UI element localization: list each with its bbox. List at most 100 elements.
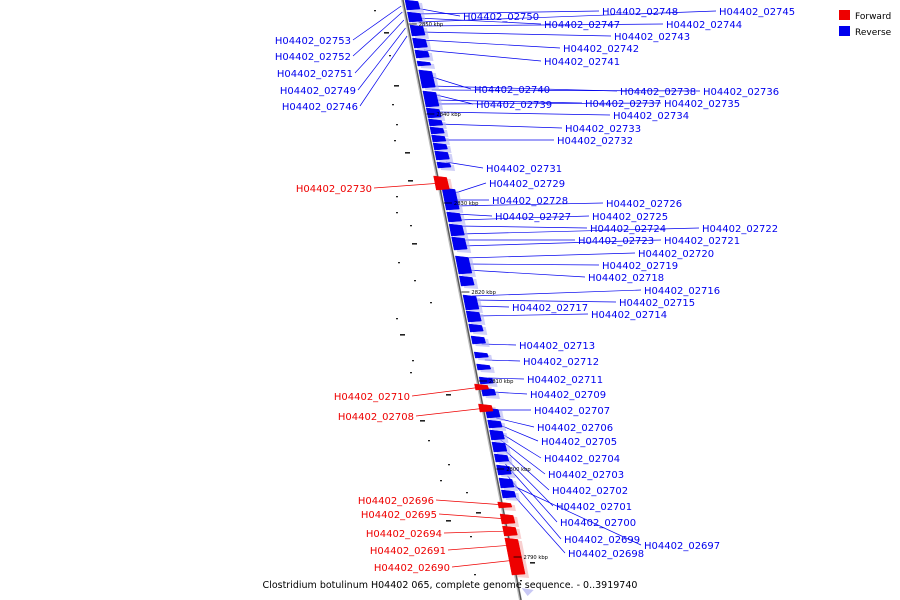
gene-label[interactable]: H04402_02750 — [463, 12, 539, 23]
gene-label[interactable]: H04402_02747 — [544, 20, 620, 31]
gene-label[interactable]: H04402_02698 — [568, 549, 644, 560]
gene-label[interactable]: H04402_02745 — [719, 7, 795, 18]
reverse-gene-feature[interactable] — [434, 150, 450, 161]
reverse-gene-feature[interactable] — [487, 419, 503, 429]
forward-gene-feature[interactable] — [502, 525, 518, 537]
gene-label[interactable]: H04402_02748 — [602, 7, 678, 18]
gene-label[interactable]: H04402_02727 — [495, 212, 571, 223]
gene-label[interactable]: H04402_02690 — [374, 563, 450, 574]
reverse-gene-feature[interactable] — [501, 489, 517, 499]
reverse-gene-feature[interactable] — [418, 69, 436, 89]
gene-label[interactable]: H04402_02706 — [537, 423, 613, 434]
gene-label[interactable]: H04402_02715 — [619, 298, 695, 309]
reverse-gene-feature[interactable] — [470, 335, 486, 345]
gene-label[interactable]: H04402_02712 — [523, 357, 599, 368]
reverse-gene-feature[interactable] — [436, 161, 452, 169]
gene-label[interactable]: H04402_02737 — [585, 99, 661, 110]
gene-label[interactable]: H04402_02718 — [588, 273, 664, 284]
gene-label[interactable]: H04402_02740 — [474, 85, 550, 96]
reverse-gene-feature[interactable] — [404, 0, 421, 11]
reverse-gene-feature[interactable] — [446, 211, 462, 223]
forward-gene-feature[interactable] — [474, 383, 490, 391]
reverse-gene-feature[interactable] — [468, 323, 484, 333]
gene-label[interactable]: H04402_02741 — [544, 57, 620, 68]
reverse-gene-feature[interactable] — [489, 429, 505, 441]
gene-label[interactable]: H04402_02738 — [620, 87, 696, 98]
gene-label[interactable]: H04402_02742 — [563, 44, 639, 55]
reverse-gene-feature[interactable] — [429, 126, 445, 135]
gene-label[interactable]: H04402_02707 — [534, 406, 610, 417]
gene-label[interactable]: H04402_02722 — [702, 224, 778, 235]
gene-label[interactable]: H04402_02708 — [338, 412, 414, 423]
gene-label[interactable]: H04402_02694 — [366, 529, 442, 540]
gene-label[interactable]: H04402_02735 — [664, 99, 740, 110]
gene-label[interactable]: H04402_02726 — [606, 199, 682, 210]
gene-label[interactable]: H04402_02697 — [644, 541, 720, 552]
gene-label[interactable]: H04402_02751 — [277, 69, 353, 80]
gene-label[interactable]: H04402_02724 — [590, 224, 666, 235]
reverse-gene-feature[interactable] — [491, 441, 508, 453]
gene-label[interactable]: H04402_02739 — [476, 100, 552, 111]
reverse-gene-feature[interactable] — [476, 363, 492, 371]
gene-label[interactable]: H04402_02696 — [358, 496, 434, 507]
forward-gene-feature[interactable] — [497, 501, 513, 509]
reverse-gene-feature[interactable] — [473, 351, 489, 359]
gene-label[interactable]: H04402_02695 — [361, 510, 437, 521]
gene-label[interactable]: H04402_02700 — [560, 518, 636, 529]
reverse-gene-feature[interactable] — [407, 11, 423, 23]
reverse-gene-feature[interactable] — [425, 107, 442, 119]
reverse-gene-feature[interactable] — [431, 134, 447, 143]
reverse-gene-feature[interactable] — [409, 24, 426, 37]
reverse-gene-feature[interactable] — [432, 142, 448, 151]
reverse-gene-feature[interactable] — [448, 223, 465, 237]
gene-label[interactable]: H04402_02744 — [666, 20, 742, 31]
reverse-gene-feature[interactable] — [496, 464, 512, 476]
forward-gene-feature[interactable] — [499, 513, 516, 525]
gene-label[interactable]: H04402_02701 — [556, 502, 632, 513]
reverse-gene-feature[interactable] — [462, 294, 480, 311]
gene-label[interactable]: H04402_02731 — [486, 164, 562, 175]
gene-label[interactable]: H04402_02725 — [592, 212, 668, 223]
reverse-gene-feature[interactable] — [478, 376, 494, 385]
forward-gene-feature[interactable] — [478, 403, 494, 413]
reverse-gene-feature[interactable] — [498, 477, 515, 489]
reverse-gene-feature[interactable] — [428, 118, 444, 127]
forward-gene-feature[interactable] — [504, 537, 526, 576]
gene-label[interactable]: H04402_02736 — [703, 87, 779, 98]
reverse-gene-feature[interactable] — [458, 275, 475, 287]
gene-label[interactable]: H04402_02752 — [275, 52, 351, 63]
reverse-gene-feature[interactable] — [422, 90, 440, 108]
reverse-gene-feature[interactable] — [493, 453, 510, 463]
reverse-gene-feature[interactable] — [455, 255, 473, 275]
gene-label[interactable]: H04402_02719 — [602, 261, 678, 272]
gene-label[interactable]: H04402_02734 — [613, 111, 689, 122]
gene-label[interactable]: H04402_02720 — [638, 249, 714, 260]
reverse-gene-feature[interactable] — [480, 387, 497, 397]
gene-label[interactable]: H04402_02729 — [489, 179, 565, 190]
gene-label[interactable]: H04402_02711 — [527, 375, 603, 386]
forward-gene-feature[interactable] — [433, 175, 450, 191]
reverse-gene-feature[interactable] — [416, 60, 432, 67]
gene-label[interactable]: H04402_02753 — [275, 36, 351, 47]
gene-label[interactable]: H04402_02713 — [519, 341, 595, 352]
gene-label[interactable]: H04402_02721 — [664, 236, 740, 247]
gene-label[interactable]: H04402_02716 — [644, 286, 720, 297]
gene-label[interactable]: H04402_02730 — [296, 184, 372, 195]
reverse-gene-feature[interactable] — [412, 37, 428, 49]
reverse-gene-feature[interactable] — [465, 310, 482, 323]
gene-label[interactable]: H04402_02691 — [370, 546, 446, 557]
gene-label[interactable]: H04402_02703 — [548, 470, 624, 481]
gene-label[interactable]: H04402_02699 — [564, 535, 640, 546]
gene-label[interactable]: H04402_02710 — [334, 392, 410, 403]
gene-label[interactable]: H04402_02746 — [282, 102, 358, 113]
reverse-gene-feature[interactable] — [451, 236, 468, 251]
gene-label[interactable]: H04402_02743 — [614, 32, 690, 43]
gene-label[interactable]: H04402_02709 — [530, 390, 606, 401]
gene-label[interactable]: H04402_02733 — [565, 124, 641, 135]
gene-label[interactable]: H04402_02723 — [578, 236, 654, 247]
gene-label[interactable]: H04402_02714 — [591, 310, 667, 321]
gene-label[interactable]: H04402_02702 — [552, 486, 628, 497]
gene-label[interactable]: H04402_02705 — [541, 437, 617, 448]
gene-label[interactable]: H04402_02704 — [544, 454, 620, 465]
gene-label[interactable]: H04402_02717 — [512, 303, 588, 314]
